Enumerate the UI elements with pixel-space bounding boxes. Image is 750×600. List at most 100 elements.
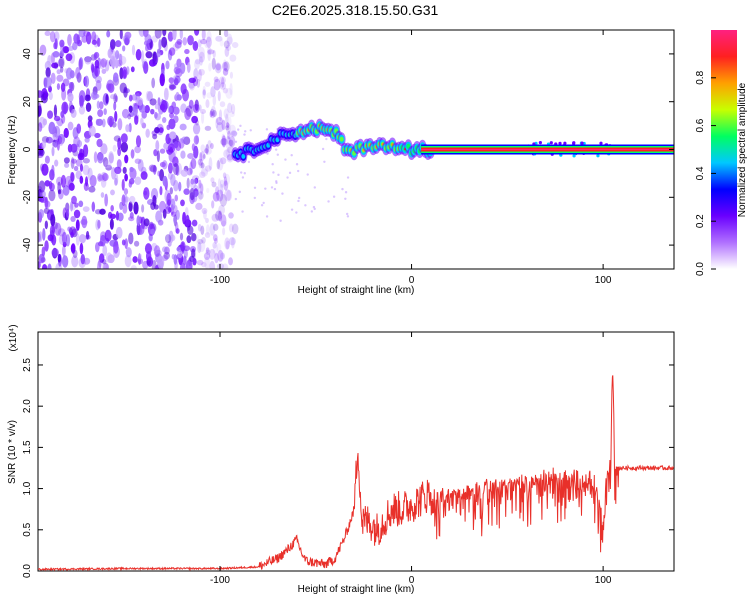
spectrogram-noise-blob [94,132,101,139]
spectrogram-noise-blob [72,41,78,51]
spectrogram-noise-blob [188,77,197,84]
spectrogram-noise-blob [48,91,53,101]
spectrogram-noise-blob [212,242,217,249]
spectrogram-noise-blob [223,61,230,72]
spectrogram-noise-blob [78,58,83,71]
spectrogram-noise-blob [217,178,222,190]
spectrogram-noise-blob [135,49,142,61]
spectrogram-faint-point [323,160,326,164]
spectrogram-faint-point [295,163,299,166]
spectrogram-y-label: Frequency (Hz) [7,116,18,185]
spectrogram-noise-blob [70,216,76,223]
spectrogram-noise-blob [136,97,144,106]
spectrogram-noise-blob [190,178,195,185]
spectrogram-noise-blob [133,201,139,215]
spectrogram-noise-blob [51,222,55,234]
spectrogram-noise-blob [224,189,232,202]
spectrogram-noise-blob [210,86,216,98]
spectrogram-faint-point [310,210,314,213]
spectrogram-sideband-point [538,141,542,145]
spectrogram-noise-blob [141,50,145,63]
spectrogram-noise-blob [73,165,79,172]
spectrogram-faint-point [265,128,269,131]
spectrogram-noise-blob [175,228,180,234]
y-tick-label: 0.0 [22,564,33,578]
spectrogram-marks [38,30,674,269]
spectrogram-noise-blob [69,70,75,79]
colorbar-ticks: 0.0 0.2 0.4 0.6 0.8 [695,70,716,276]
spectrogram-noise-blob [68,182,75,191]
spectrogram-noise-blob [212,223,219,231]
spectrogram-noise-blob [167,199,171,207]
spectrogram-noise-blob [192,76,199,87]
spectrogram-noise-blob [171,253,175,260]
spectrogram-noise-blob [51,164,55,177]
spectrogram-noise-blob [39,44,47,56]
spectrogram-noise-blob [173,180,179,192]
spectrogram-faint-point [327,200,330,203]
spectrogram-faint-point [279,219,282,222]
spectrogram-noise-blob [179,123,187,131]
spectrogram-noise-blob [219,101,226,108]
spectrogram-noise-blob [104,59,110,72]
spectrogram-noise-blob [58,138,64,147]
spectrogram-noise-blob [78,105,86,115]
spectrogram-noise-blob [62,78,70,87]
spectrogram-noise-blob [192,103,200,113]
spectrogram-noise-blob [119,82,127,94]
spectrogram-noise-blob [99,231,107,242]
spectrogram-noise-blob [95,79,102,91]
spectrogram-noise-blob [212,243,219,256]
snr-y-label: SNR (10 * v/v) [7,420,18,484]
spectrogram-noise-blob [175,209,180,220]
spectrogram-noise-blob [154,113,161,121]
spectrogram-noise-blob [61,101,69,114]
spectrogram-noise-blob [101,118,106,128]
spectrogram-faint-point [297,196,301,200]
spectrogram-noise-blob [158,39,162,51]
y-tick-label: 2.5 [22,358,33,372]
spectrogram-faint-point [239,124,242,128]
spectrogram-noise-blob [115,210,120,221]
spectrogram-noise-blob [114,110,118,123]
spectrogram-noise-blob [175,162,183,175]
spectrogram-noise-blob [169,112,175,119]
spectrogram-noise-blob [148,59,157,67]
spectrogram-sideband-point [558,141,562,145]
spectrogram-noise-blob [138,253,143,260]
x-tick-label: 100 [595,575,612,586]
spectrogram-noise-blob [143,190,148,196]
spectrogram-noise-blob [220,157,227,165]
spectrogram-noise-blob [216,243,222,252]
spectrogram-noise-blob [68,101,73,113]
spectrogram-noise-blob [113,240,119,254]
spectrogram-noise-blob [161,99,168,113]
spectrogram-noise-blob [186,177,190,189]
spectrogram-noise-blob [121,178,125,191]
spectrogram-noise-blob [145,90,151,102]
spectrogram-noise-blob [67,179,74,191]
spectrogram-noise-blob [121,66,128,80]
y-tick-label: -20 [22,190,33,205]
spectrogram-noise-blob [204,147,212,155]
colorbar-gradient [711,30,737,269]
spectrogram-noise-blob [130,66,135,73]
spectrogram-noise-blob [79,148,85,158]
spectrogram-noise-blob [73,33,80,44]
spectrogram-faint-point [290,208,294,211]
spectrogram-noise-blob [151,77,156,89]
spectrogram-noise-blob [201,30,206,41]
spectrogram-noise-blob [98,174,105,181]
spectrogram-noise-blob [180,199,185,207]
spectrogram-noise-blob [83,30,90,37]
spectrogram-noise-blob [124,238,128,250]
spectrogram-noise-blob [221,119,226,131]
spectrogram-panel: -100 0 100 -40 -20 0 20 40 Height of straight … [7,29,675,296]
spectrogram-noise-blob [202,154,206,160]
spectrogram-noise-blob [47,263,52,269]
spectrogram-faint-point [265,215,269,218]
spectrogram-noise-blob [154,126,160,134]
spectrogram-noise-blob [79,163,84,172]
spectrogram-noise-blob [211,213,219,222]
spectrogram-noise-blob [170,174,176,187]
